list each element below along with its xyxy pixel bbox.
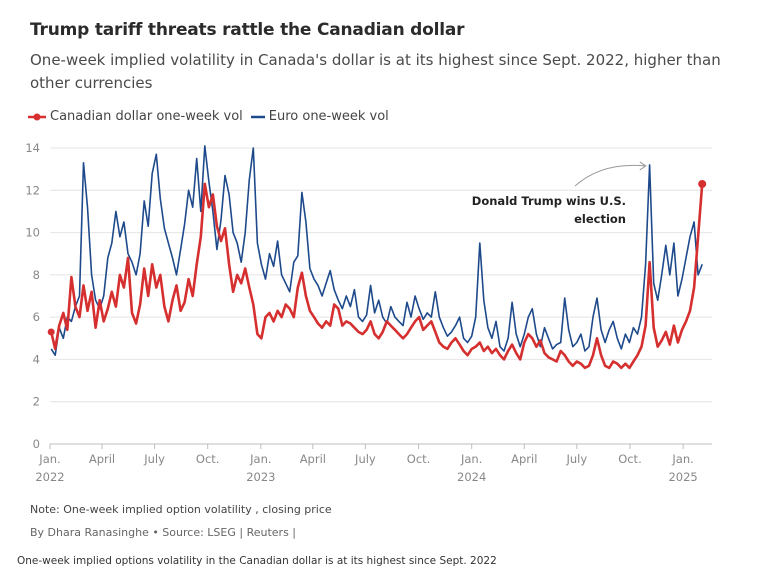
legend-swatch-eur xyxy=(250,115,265,118)
x-tick-label: Jan. xyxy=(460,452,482,466)
legend-swatch-cad xyxy=(28,113,46,120)
y-tick-label: 0 xyxy=(33,437,40,451)
x-tick-label: April xyxy=(511,452,537,466)
legend-label-cad: Canadian dollar one-week vol xyxy=(50,109,243,124)
x-tick-label: Jan. xyxy=(249,452,271,466)
chart-byline: By Dhara Ranasinghe • Source: LSEG | Reu… xyxy=(30,526,297,539)
y-tick-label: 12 xyxy=(25,183,40,197)
y-tick-label: 10 xyxy=(25,226,40,240)
y-tick-label: 6 xyxy=(33,310,40,324)
x-tick-year-label: 2025 xyxy=(668,470,697,484)
x-tick-label: July xyxy=(143,452,165,466)
series-line-eur xyxy=(50,145,703,356)
y-tick-label: 2 xyxy=(33,395,40,409)
series-start-marker xyxy=(47,328,55,336)
annotation-arrowhead xyxy=(639,161,647,171)
x-axis: Jan. 2022 April July Oct. Jan. 2023 April July Oc… xyxy=(35,444,698,484)
x-tick-label: July xyxy=(565,452,587,466)
chart-title: Trump tariff threats rattle the Canadian… xyxy=(30,20,465,40)
chart-subtitle: One-week implied volatility in Canada's … xyxy=(30,51,721,92)
x-tick-label: Oct. xyxy=(618,452,642,466)
chart-note: Note: One-week implied option volatility… xyxy=(30,503,332,516)
x-tick-year-label: 2022 xyxy=(35,470,64,484)
x-tick-label: Oct. xyxy=(196,452,220,466)
series-end-marker xyxy=(698,179,707,188)
x-tick-label: April xyxy=(89,452,115,466)
y-tick-label: 8 xyxy=(33,268,40,282)
legend-label-eur: Euro one-week vol xyxy=(268,109,389,124)
image-caption: One-week implied options volatility in t… xyxy=(17,555,497,567)
chart-annotation: Donald Trump wins U.S. election xyxy=(472,161,647,226)
x-tick-label: Jan. xyxy=(38,452,60,466)
y-tick-label: 4 xyxy=(33,352,40,366)
x-tick-label: Oct. xyxy=(407,452,431,466)
chart-series xyxy=(47,145,707,370)
annotation-arrow xyxy=(574,164,645,187)
annotation-text: Donald Trump wins U.S. xyxy=(472,194,626,208)
legend-item-cad: Canadian dollar one-week vol xyxy=(28,109,243,124)
x-tick-year-label: 2024 xyxy=(457,470,486,484)
chart-legend: Canadian dollar one-week vol Euro one-we… xyxy=(28,109,397,124)
y-tick-label: 14 xyxy=(25,141,40,155)
annotation-text: election xyxy=(574,212,626,226)
series-line-cad xyxy=(49,182,704,370)
x-tick-year-label: 2023 xyxy=(246,470,275,484)
legend-item-eur: Euro one-week vol xyxy=(250,109,389,124)
x-tick-label: Jan. xyxy=(671,452,693,466)
x-tick-label: April xyxy=(300,452,326,466)
x-tick-label: July xyxy=(354,452,376,466)
